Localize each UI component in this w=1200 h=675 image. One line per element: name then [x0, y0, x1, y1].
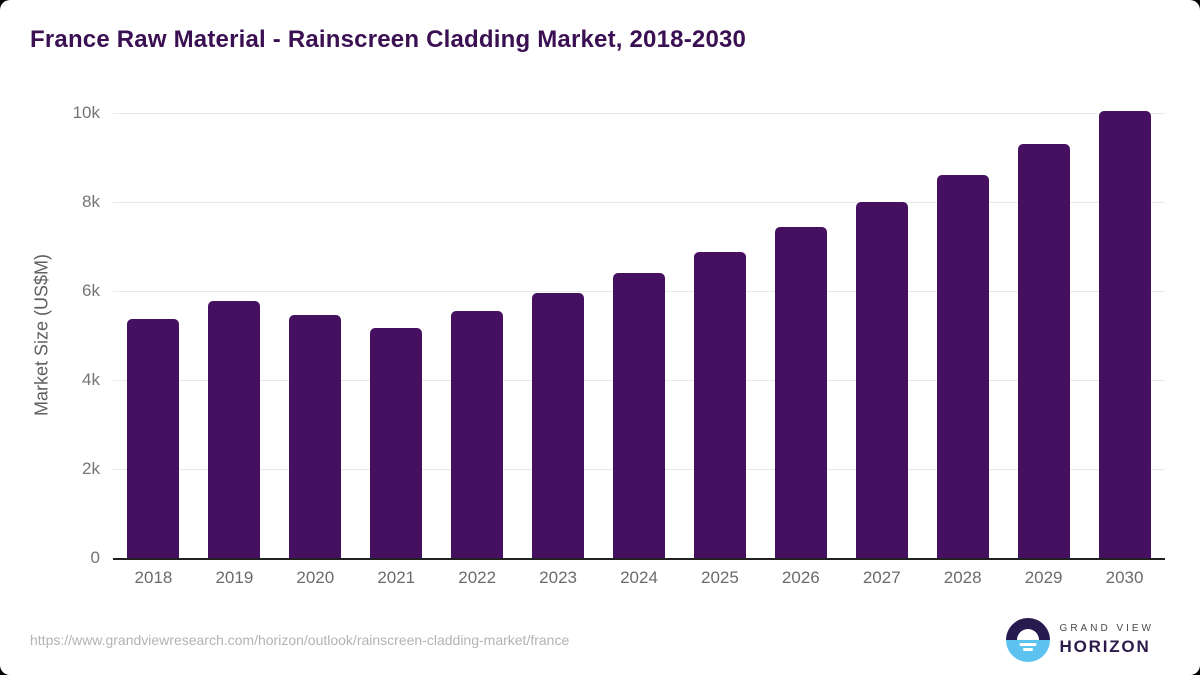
bar-2029	[1017, 144, 1070, 558]
x-tick-label-2020: 2020	[296, 568, 335, 587]
x-tick-label-2028: 2028	[943, 568, 982, 587]
bar-cell-2024	[599, 113, 680, 558]
bar-2024	[612, 272, 665, 558]
x-tick-label-2019: 2019	[215, 568, 254, 587]
chart-title: France Raw Material - Rainscreen Claddin…	[30, 26, 747, 53]
bar-cell-2018	[113, 113, 194, 558]
bar-cell-2022	[437, 113, 518, 558]
bar-cell-2021	[356, 113, 437, 558]
logo-text-grand-view: GRAND VIEW	[1059, 623, 1154, 634]
x-tick-label-2026: 2026	[781, 568, 820, 587]
y-tick-label: 0	[90, 548, 100, 567]
gridline-8k	[113, 202, 1165, 203]
logo-text-horizon: HORIZON	[1059, 637, 1151, 656]
brand-logo: GRAND VIEW HORIZON	[1005, 618, 1154, 662]
bar-cell-2025	[679, 113, 760, 558]
y-tick-label: 6k	[82, 281, 100, 300]
x-tick-label-2023: 2023	[539, 568, 577, 587]
gridline-10k	[113, 113, 1165, 114]
bar-cell-2026	[760, 113, 841, 558]
bar-cell-2029	[1003, 113, 1084, 558]
y-axis-title: Market Size (US$M)	[31, 253, 52, 417]
x-tick-label-2024: 2024	[620, 568, 658, 587]
x-tick-label-2022: 2022	[458, 568, 497, 587]
y-tick-label: 4k	[82, 370, 100, 389]
bar-cell-2020	[275, 113, 356, 558]
bar-cell-2019	[194, 113, 275, 558]
y-tick-label: 2k	[82, 459, 100, 478]
x-tick-label-2025: 2025	[701, 568, 739, 587]
x-tick-label-2027: 2027	[862, 568, 901, 587]
horizon-sun-icon	[1005, 618, 1050, 662]
bar-2025	[693, 251, 746, 558]
source-url: https://www.grandviewresearch.com/horizo…	[30, 632, 570, 648]
bar-2022	[451, 310, 504, 558]
bar-cell-2030	[1084, 111, 1165, 558]
bar-2021	[370, 328, 423, 558]
bar-2028	[936, 174, 989, 558]
sun-ray-shape	[1019, 643, 1037, 646]
x-tick-label-2018: 2018	[134, 568, 173, 587]
bar-2019	[208, 300, 261, 558]
x-axis-labels: 2018 2019 2020 2021 2022 2023 2024 2025 2026 2027…	[113, 568, 1165, 588]
sun-dome-shape	[1016, 629, 1039, 640]
bar-2030	[1098, 111, 1151, 558]
bar-2020	[289, 315, 342, 558]
x-tick-label-2029: 2029	[1024, 568, 1063, 587]
sun-ray-shape	[1022, 648, 1033, 651]
x-tick-label-2021: 2021	[377, 568, 416, 587]
y-tick-label: 8k	[82, 192, 100, 211]
bar-cell-2028	[922, 113, 1003, 558]
bar-2026	[774, 227, 827, 558]
x-tick-label-2030: 2030	[1105, 568, 1144, 587]
bars-container	[113, 111, 1165, 558]
plot-area: 0 2k 4k 6k 8k 10k	[73, 103, 1165, 567]
bar-cell-2027	[841, 113, 922, 558]
logo-text: GRAND VIEW HORIZON	[1060, 623, 1154, 657]
bar-2023	[532, 292, 585, 558]
y-tick-label: 10k	[72, 103, 100, 122]
bar-2018	[127, 319, 180, 558]
bar-2027	[855, 202, 908, 558]
bar-cell-2023	[518, 113, 599, 558]
